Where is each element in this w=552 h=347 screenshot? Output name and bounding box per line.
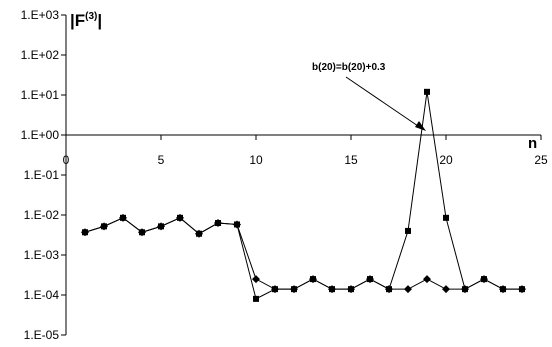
series-2-point — [101, 223, 107, 230]
y-tick-label: 1.E+00 — [21, 128, 60, 142]
series-2-point — [481, 276, 487, 283]
series-2-point — [291, 286, 297, 293]
y-tick-label: 1.E-02 — [24, 208, 60, 222]
series-2-point — [348, 286, 354, 293]
axes — [61, 14, 542, 336]
series-2-point — [253, 295, 259, 302]
y-tick-label: 1.E-05 — [24, 328, 60, 342]
series-2-point — [329, 286, 335, 293]
series-1-point — [404, 285, 412, 294]
series-2-point — [519, 286, 525, 293]
x-tick-label: 0 — [63, 153, 70, 167]
y-tick-label: 1.E+01 — [21, 88, 60, 102]
x-tick-label: 20 — [439, 153, 453, 167]
y-axis-label-main: |F — [70, 11, 85, 30]
series-2-point — [424, 88, 430, 95]
series-1-point — [423, 275, 431, 284]
x-axis-label: n — [528, 135, 537, 152]
y-tick-label: 1.E-03 — [24, 248, 60, 262]
y-tick-label: 1.E-01 — [24, 168, 60, 182]
y-axis-label-close: | — [97, 11, 102, 30]
series-2-point — [443, 214, 449, 221]
series-2-line — [84, 91, 522, 300]
series-2-point — [158, 223, 164, 230]
series-2-point — [177, 214, 183, 221]
x-tick-label: 10 — [249, 153, 263, 167]
series-2-point — [82, 229, 88, 236]
annotation-arrow-line — [345, 76, 419, 127]
series-2-point — [196, 230, 202, 237]
annotation-label: b(20)=b(20)+0.3 — [312, 62, 386, 73]
series-2-point — [367, 276, 373, 283]
x-tick-label: 5 — [158, 153, 165, 167]
series-2-point — [310, 276, 316, 283]
annotation-arrowhead — [415, 121, 426, 131]
y-tick-label: 1.E+03 — [21, 8, 60, 22]
series-1-point — [442, 285, 450, 294]
y-tick-label: 1.E+02 — [21, 48, 60, 62]
series-2-point — [462, 286, 468, 293]
x-tick-labels: 0 5 10 15 20 25 — [63, 153, 548, 167]
y-tick-labels: 1.E+03 1.E+02 1.E+01 1.E+00 1.E-01 1.E-02 1.E-… — [21, 8, 60, 342]
series-1-point — [252, 275, 260, 284]
y-tick-label: 1.E-04 — [24, 288, 60, 302]
series-2-point — [272, 286, 278, 293]
series-2-point — [215, 220, 221, 227]
series-2-point — [234, 221, 240, 228]
x-tick-label: 25 — [534, 153, 548, 167]
series-2-point — [120, 214, 126, 221]
y-axis-label: |F(3)| — [70, 11, 102, 30]
series-2-point — [405, 227, 411, 234]
series-group — [81, 88, 526, 302]
x-tick-label: 15 — [344, 153, 358, 167]
y-axis-label-sup: (3) — [85, 11, 97, 22]
series-2-point — [139, 229, 145, 236]
series-2-point — [386, 286, 392, 293]
series-2-point — [500, 286, 506, 293]
series-1-line — [84, 217, 522, 290]
